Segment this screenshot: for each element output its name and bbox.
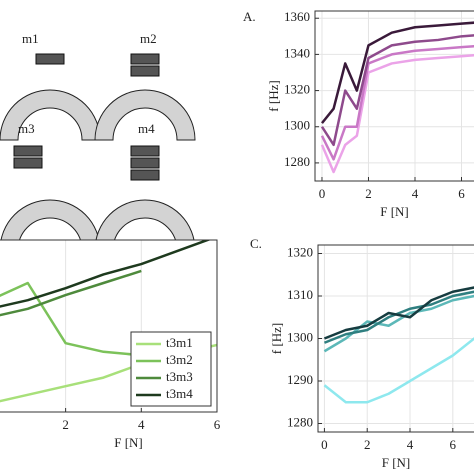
mass xyxy=(130,65,160,77)
series-line xyxy=(323,337,474,404)
y-tick-label: 1310 xyxy=(287,287,313,302)
x-tick-label: 6 xyxy=(450,437,457,452)
series-line xyxy=(320,44,474,161)
diagram-label: m4 xyxy=(138,121,155,136)
diagram-label: m1 xyxy=(22,31,39,46)
x-tick-label: 6 xyxy=(214,417,221,432)
y-axis-label: f [Hz] xyxy=(269,323,284,354)
axes-box xyxy=(0,239,218,413)
y-tick-label: 1360 xyxy=(284,9,310,24)
y-tick-label: 1280 xyxy=(287,414,313,429)
series-line xyxy=(321,21,474,124)
x-tick-label: 0 xyxy=(319,186,326,201)
x-axis-label: F [N] xyxy=(114,435,143,450)
x-tick-label: 0 xyxy=(321,437,328,452)
series-line xyxy=(0,240,212,308)
x-tick-label: 4 xyxy=(407,437,414,452)
y-tick-label: 1320 xyxy=(287,244,313,259)
y-axis-label: f [Hz] xyxy=(266,80,281,111)
x-axis-label: F [N] xyxy=(382,455,411,470)
series-line xyxy=(0,269,142,317)
y-tick-label: 1300 xyxy=(284,118,310,133)
y-tick-label: 1290 xyxy=(287,372,313,387)
plot-area xyxy=(315,11,474,181)
panel-label: C. xyxy=(250,236,262,251)
legend-label: t3m3 xyxy=(166,369,193,384)
x-tick-label: 6 xyxy=(458,186,465,201)
x-tick-label: 4 xyxy=(138,417,145,432)
x-tick-label: 2 xyxy=(365,186,372,201)
x-tick-label: 2 xyxy=(62,417,69,432)
mass xyxy=(13,145,43,157)
legend-label: t3m4 xyxy=(166,386,193,401)
panel-label: A. xyxy=(243,9,256,24)
x-tick-label: 4 xyxy=(412,186,419,201)
series-line xyxy=(320,53,474,174)
series-line xyxy=(323,286,474,340)
mass xyxy=(130,145,160,157)
x-axis-label: F [N] xyxy=(380,204,409,219)
mass xyxy=(13,157,43,169)
arch xyxy=(94,89,196,141)
series-line xyxy=(323,290,474,344)
arch xyxy=(0,89,101,141)
mass xyxy=(35,53,65,65)
y-tick-label: 1300 xyxy=(287,329,313,344)
legend-label: t3m1 xyxy=(166,335,193,350)
y-tick-label: 1320 xyxy=(284,82,310,97)
series-group xyxy=(320,21,474,174)
axes-box xyxy=(317,244,474,433)
legend-label: t3m2 xyxy=(166,352,193,367)
mass xyxy=(130,169,160,181)
diagram-label: m3 xyxy=(18,121,35,136)
x-tick-label: 2 xyxy=(364,437,371,452)
series-line xyxy=(320,34,474,147)
y-tick-label: 1280 xyxy=(284,154,310,169)
y-tick-label: 1340 xyxy=(284,45,310,60)
axes-box xyxy=(314,10,474,182)
mass xyxy=(130,53,160,65)
series-group xyxy=(323,286,474,404)
diagram-label: m2 xyxy=(140,31,157,46)
mass xyxy=(130,157,160,169)
arch-diagrams: m1 m2 m3 m4 xyxy=(0,31,196,251)
